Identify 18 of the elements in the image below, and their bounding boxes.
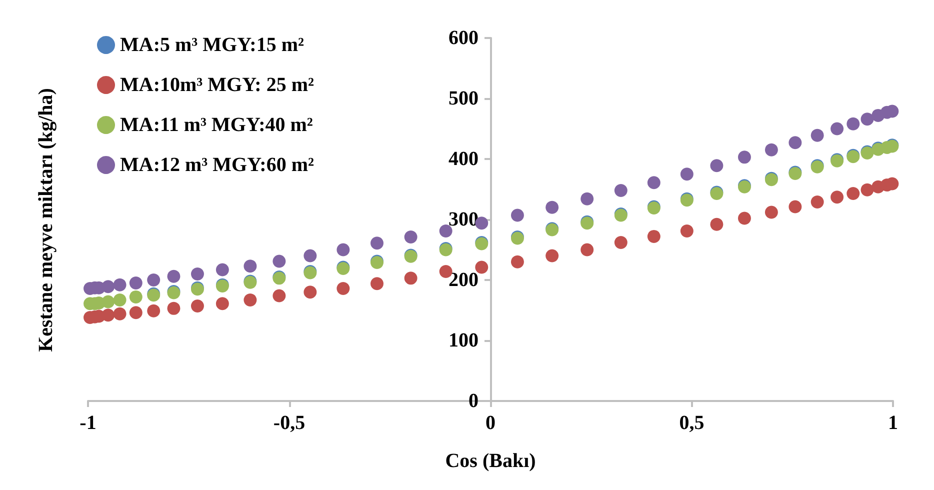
y-tick-label: 200: [448, 269, 478, 291]
y-axis-title: Kestane meyve miktarı (kg/ha): [35, 88, 57, 352]
y-tick-label: 400: [448, 148, 478, 170]
x-tick-label: -0,5: [273, 412, 306, 434]
legend-label: MA:5 m³ MGY:15 m²: [120, 34, 304, 56]
y-tick-label: 100: [448, 330, 478, 352]
x-tick-label: 1: [888, 412, 898, 434]
y-tick-label: 600: [448, 27, 478, 49]
y-tick-label: 0: [468, 390, 478, 412]
x-tick-label: 0,5: [679, 412, 704, 434]
x-axis-title: Cos (Bakı): [445, 450, 536, 472]
x-tick-label: -1: [80, 412, 96, 434]
x-tick-label: 0: [486, 412, 496, 434]
legend-label: MA:12 m³ MGY:60 m²: [120, 154, 314, 176]
legend-label: MA:11 m³ MGY:40 m²: [120, 114, 313, 136]
legend-label: MA:10m³ MGY: 25 m²: [120, 74, 314, 96]
y-tick-label: 300: [448, 208, 478, 230]
y-tick-label: 500: [448, 88, 478, 110]
